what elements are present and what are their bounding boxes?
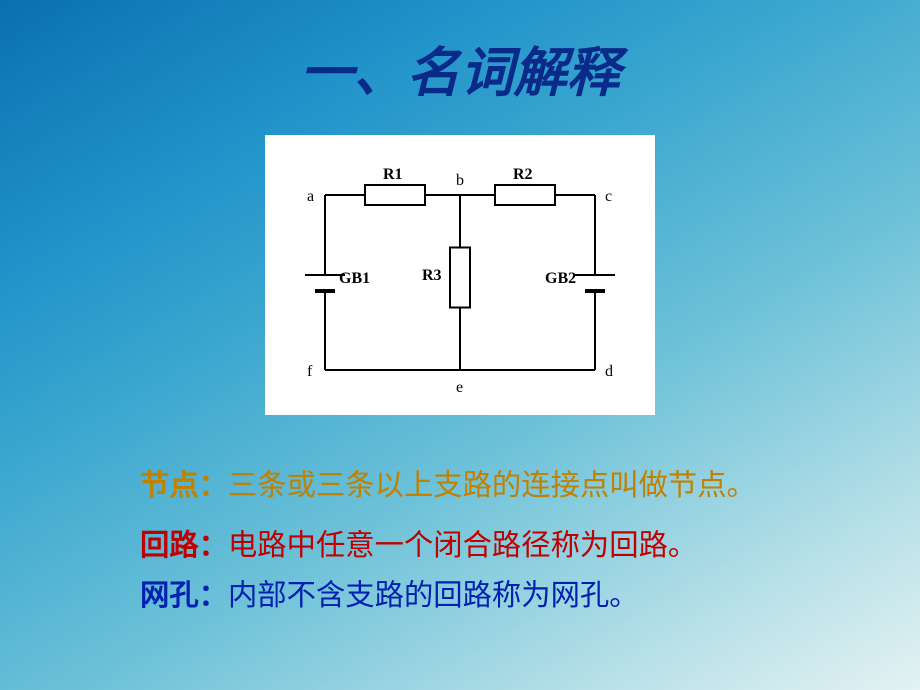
definition-line: 网孔：内部不含支路的回路称为网孔。 <box>140 572 639 614</box>
definition-text: 内部不含支路的回路称为网孔。 <box>228 580 639 612</box>
svg-text:e: e <box>456 379 463 396</box>
definition-term: 网孔： <box>140 580 228 612</box>
svg-text:c: c <box>605 188 612 205</box>
definition-term: 回路： <box>140 530 228 562</box>
circuit-svg: R1 R2 R3 GB1 GB2 a b c d e f <box>265 135 655 415</box>
definition-line: 回路：电路中任意一个闭合路径称为回路。 <box>140 522 697 564</box>
svg-text:b: b <box>456 172 464 189</box>
svg-text:d: d <box>605 363 613 380</box>
slide: 一、名词解释 R1 R2 R3 GB1 GB2 a b c d e f 节点：三条或三条以上支路的连… <box>0 0 920 690</box>
definition-text: 电路中任意一个闭合路径称为回路。 <box>228 530 697 562</box>
svg-text:f: f <box>307 363 313 380</box>
definition-line: 节点：三条或三条以上支路的连接点叫做节点。 <box>140 462 756 504</box>
circuit-diagram: R1 R2 R3 GB1 GB2 a b c d e f <box>265 135 655 415</box>
svg-text:a: a <box>307 188 314 205</box>
svg-text:R2: R2 <box>513 166 533 183</box>
definition-text: 三条或三条以上支路的连接点叫做节点。 <box>228 470 756 502</box>
svg-text:R1: R1 <box>383 166 403 183</box>
svg-text:GB1: GB1 <box>339 270 370 287</box>
svg-text:R3: R3 <box>422 267 442 284</box>
definition-term: 节点： <box>140 470 228 502</box>
svg-text:GB2: GB2 <box>545 270 576 287</box>
page-title: 一、名词解释 <box>0 30 920 107</box>
